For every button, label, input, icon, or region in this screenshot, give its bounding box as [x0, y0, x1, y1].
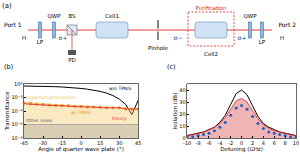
svg-text:10⁻⁴: 10⁻⁴: [11, 108, 22, 114]
svg-text:-6: -6: [206, 140, 211, 146]
svg-text:15: 15: [97, 140, 103, 146]
svg-text:Cell1: Cell1: [105, 13, 119, 19]
svg-text:0: 0: [240, 140, 243, 146]
svg-text:20: 20: [179, 111, 185, 117]
svg-text:-10: -10: [183, 140, 191, 146]
svg-text:0: 0: [80, 140, 83, 146]
svg-text:theory: theory: [112, 116, 127, 121]
svg-text:Cell2: Cell2: [204, 51, 218, 57]
svg-text:Port 2: Port 2: [278, 21, 296, 28]
svg-text:QWP: QWP: [47, 13, 61, 19]
svg-text:Angle of quarter wave plate (°: Angle of quarter wave plate (°): [38, 146, 124, 153]
svg-text:BS: BS: [68, 13, 76, 19]
svg-text:w/o TPNIS: w/o TPNIS: [109, 86, 132, 91]
svg-text:-4: -4: [217, 140, 222, 146]
svg-text:w/ TPNIS: w/ TPNIS: [71, 110, 91, 115]
svg-text:-30: -30: [39, 140, 47, 146]
svg-text:45: 45: [135, 140, 141, 146]
svg-text:(a): (a): [2, 2, 12, 10]
svg-text:30: 30: [179, 99, 185, 105]
svg-text:Imperfect polarization: Imperfect polarization: [26, 95, 76, 100]
svg-text:Port 1: Port 1: [4, 21, 22, 28]
svg-text:-8: -8: [196, 140, 201, 146]
svg-text:σ+: σ+: [59, 34, 68, 41]
svg-text:(c): (c): [167, 63, 176, 71]
svg-text:Pinhole: Pinhole: [148, 45, 169, 51]
svg-text:10⁻⁸: 10⁻⁸: [11, 135, 22, 141]
svg-text:σ+: σ+: [238, 34, 247, 41]
svg-text:Isolation (dB): Isolation (dB): [172, 93, 178, 130]
svg-text:Purification: Purification: [196, 5, 227, 11]
svg-text:8: 8: [284, 140, 287, 146]
svg-text:10: 10: [179, 123, 185, 129]
svg-text:LP: LP: [259, 39, 266, 45]
svg-text:QWP: QWP: [243, 13, 257, 19]
svg-text:6: 6: [273, 140, 276, 146]
svg-text:40: 40: [179, 87, 185, 93]
svg-text:H: H: [22, 34, 27, 41]
svg-text:10⁰: 10⁰: [14, 81, 22, 87]
svg-text:10: 10: [293, 140, 299, 146]
svg-text:LP: LP: [37, 39, 44, 45]
svg-text:Other noise: Other noise: [26, 118, 52, 123]
svg-text:σ−: σ−: [174, 34, 183, 41]
svg-text:-2: -2: [228, 140, 233, 146]
svg-text:-45: -45: [20, 140, 28, 146]
svg-text:(b): (b): [4, 63, 13, 71]
svg-text:2: 2: [251, 140, 254, 146]
svg-text:30: 30: [116, 140, 122, 146]
svg-text:0: 0: [182, 135, 185, 141]
svg-text:Transmittance: Transmittance: [4, 91, 10, 132]
svg-text:PD: PD: [68, 57, 76, 63]
svg-text:H: H: [280, 34, 285, 41]
svg-text:-15: -15: [58, 140, 66, 146]
svg-text:10⁻²: 10⁻²: [11, 94, 22, 100]
svg-text:4: 4: [262, 140, 265, 146]
svg-text:10⁻⁶: 10⁻⁶: [11, 121, 22, 127]
svg-text:Detuning (GHz): Detuning (GHz): [220, 146, 263, 153]
